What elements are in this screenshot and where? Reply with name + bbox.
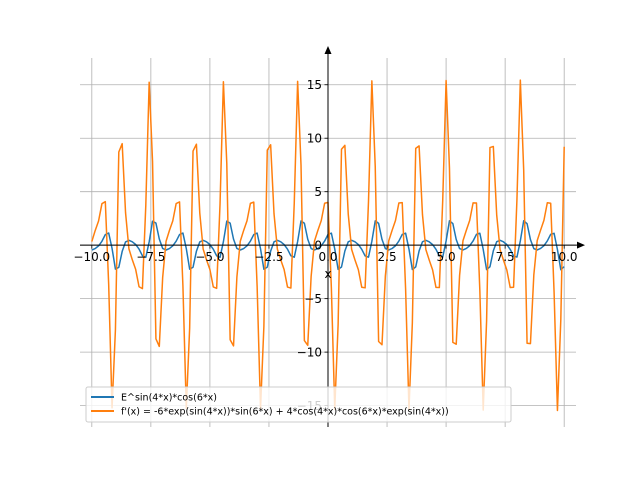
y-tick-label-3: 0 — [314, 239, 322, 253]
y-tick-label-5: 10 — [307, 132, 322, 146]
x-tick-label-0: −10.0 — [73, 250, 110, 264]
x-tick-label-4: 0.0 — [318, 250, 337, 264]
y-tick-label-2: −5 — [304, 292, 322, 306]
legend-box — [85, 386, 512, 423]
ticks: −10.0−7.5−5.0−2.50.02.55.07.510.0−15−10−… — [73, 78, 577, 413]
legend-label-series-2: f'(x) = -6*exp(sin(4*x))*sin(6*x) + 4*co… — [121, 407, 449, 418]
x-tick-label-1: −7.5 — [136, 250, 165, 264]
y-tick-label-1: −10 — [297, 346, 322, 360]
y-tick-label-4: 5 — [314, 185, 322, 199]
x-axis-arrow — [577, 241, 585, 249]
y-axis-arrow — [324, 46, 332, 54]
legend: E^sin(4*x)*cos(6*x) f'(x) = -6*exp(sin(4… — [85, 386, 512, 423]
x-tick-label-2: −5.0 — [195, 250, 224, 264]
y-tick-label-6: 15 — [307, 78, 322, 92]
x-tick-label-5: 2.5 — [378, 250, 397, 264]
x-tick-label-8: 10.0 — [551, 250, 578, 264]
legend-label-series-1: E^sin(4*x)*cos(6*x) — [121, 393, 217, 404]
axes: x — [80, 46, 585, 427]
x-tick-label-3: −2.5 — [254, 250, 283, 264]
x-axis-label: x — [324, 267, 331, 281]
x-tick-label-7: 7.5 — [496, 250, 515, 264]
x-tick-label-6: 5.0 — [437, 250, 456, 264]
